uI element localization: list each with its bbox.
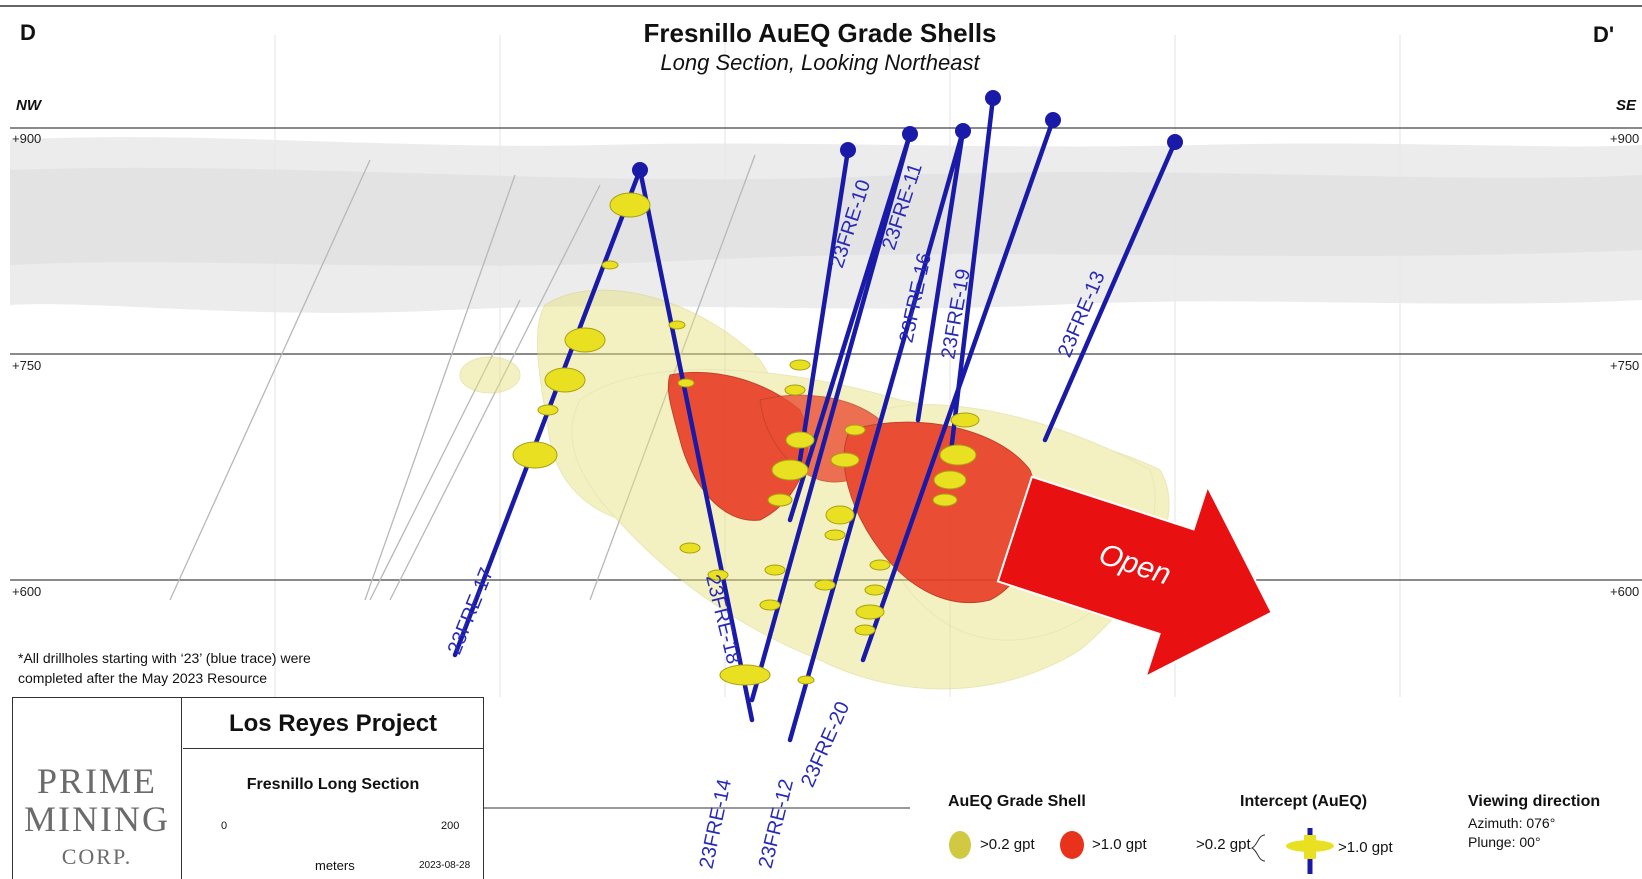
drill-collars — [632, 90, 1183, 178]
map-date: 2023-08-28 — [419, 860, 471, 871]
page-subtitle: Long Section, Looking Northeast — [660, 50, 980, 75]
section-end-label: D' — [1593, 22, 1615, 47]
drill-trace-11 — [787, 131, 913, 523]
direction-nw: NW — [16, 97, 41, 114]
elevation-label-600-right: +600 — [1610, 584, 1640, 599]
logo-word-corp: CORP. — [61, 844, 133, 869]
scale-min-label: 0 — [221, 820, 228, 832]
elevation-label-600: +600 — [12, 584, 42, 599]
drill-trace-18 — [637, 167, 755, 723]
logo-word-prime: PRIME — [36, 761, 158, 801]
scale-unit-label: meters — [315, 858, 355, 873]
drill-trace-13 — [1042, 139, 1178, 443]
new-drill-traces — [452, 95, 1178, 743]
project-cell: Los Reyes Project — [183, 698, 483, 749]
section-start-label: D — [20, 20, 36, 45]
elevation-label-900-right: +900 — [1610, 131, 1640, 146]
section-name: Fresnillo Long Section — [246, 776, 420, 793]
legend-high-shell-swatch — [1060, 831, 1084, 859]
scale-max-label: 200 — [441, 820, 460, 832]
project-title: Los Reyes Project — [228, 710, 438, 737]
intercept-discs — [512, 192, 980, 686]
historic-drill-traces — [169, 154, 756, 601]
drill-trace-12 — [787, 128, 966, 743]
legend-view-title: Viewing direction — [1468, 793, 1601, 810]
title-block: PRIME MINING CORP. Los Reyes Project Fre… — [12, 697, 484, 879]
drill-trace-19 — [947, 95, 996, 463]
drill-trace-16 — [915, 128, 966, 423]
page-title: Fresnillo AuEQ Grade Shells — [643, 18, 997, 48]
legend-shell-title: AuEQ Grade Shell — [948, 793, 1086, 810]
legend-plunge: Plunge: 00° — [1468, 834, 1541, 850]
elevation-label-750: +750 — [12, 358, 42, 373]
legend-intercept-high: >1.0 gpt — [1338, 839, 1393, 856]
drill-trace-10 — [797, 147, 851, 463]
legend-shell-high: >1.0 gpt — [1092, 836, 1147, 853]
legend-intercept-title: Intercept (AuEQ) — [1240, 793, 1368, 810]
elevation-label-900: +900 — [12, 131, 42, 146]
logo-word-mining: MINING — [24, 799, 170, 839]
note-line-2: completed after the May 2023 Resource — [18, 670, 268, 686]
legend-azimuth: Azimuth: 076° — [1468, 815, 1556, 831]
drill-trace-20 — [860, 117, 1056, 663]
legend-low-shell-swatch — [949, 831, 971, 859]
legend-intercept-low: >0.2 gpt — [1196, 836, 1251, 853]
company-logo: PRIME MINING CORP. — [13, 698, 182, 879]
legend-intercept-symbol — [1250, 828, 1334, 874]
open-arrow — [996, 475, 1274, 679]
elevation-label-750-right: +750 — [1610, 358, 1640, 373]
note-line-1: *All drillholes starting with ‘23’ (blue… — [18, 650, 311, 666]
legend-shell-low: >0.2 gpt — [980, 836, 1035, 853]
direction-se: SE — [1616, 97, 1637, 114]
